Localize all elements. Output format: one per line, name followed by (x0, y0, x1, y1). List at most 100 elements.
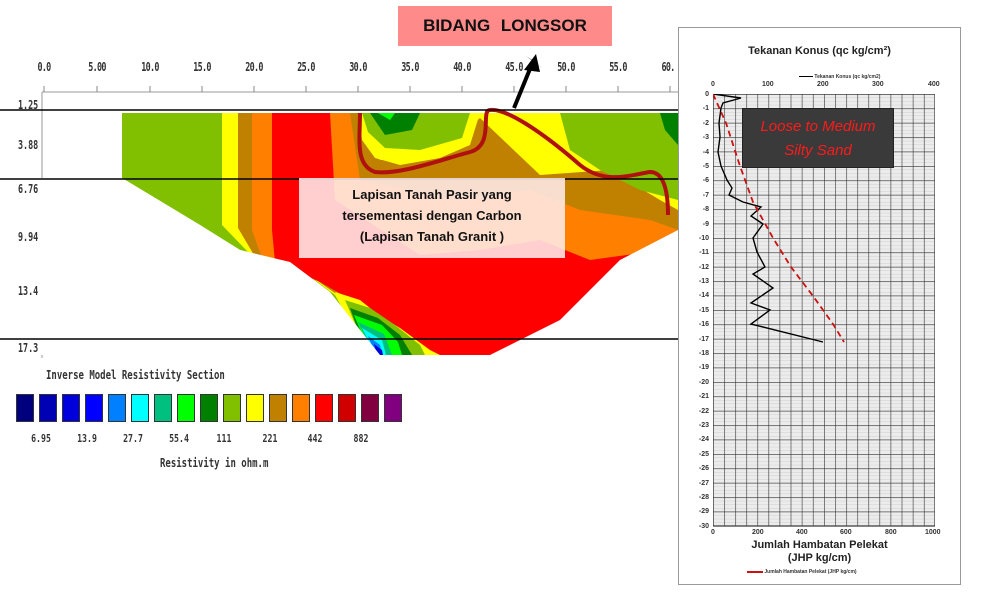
color-swatch (177, 394, 195, 422)
y-tick: 17.3 (18, 341, 39, 355)
depth-tick: -23 (698, 421, 709, 429)
granite-layer-note: Lapisan Tanah Pasir yang tersementasi de… (299, 178, 565, 258)
x-tick: 10.0 (141, 60, 159, 74)
depth-tick: -12 (698, 263, 709, 271)
color-swatch (62, 394, 80, 422)
cpt-title: Tekanan Konus (qc kg/cm²) (748, 45, 891, 57)
legend-swatches (16, 394, 402, 422)
jhp-axis-tick: 1000 (925, 529, 941, 536)
qc-legend-label: Tekanan Konus (qc kg/cm2) (814, 74, 881, 80)
x-tick: 35.0 (401, 60, 419, 74)
color-swatch (292, 394, 310, 422)
color-swatch (269, 394, 287, 422)
color-swatch (246, 394, 264, 422)
depth-tick: -9 (702, 220, 709, 228)
depth-tick: 0 (705, 91, 709, 98)
depth-tick: -28 (698, 493, 709, 501)
qc-curve (713, 94, 824, 343)
depth-tick: -6 (702, 177, 709, 185)
depth-tick: -21 (698, 393, 709, 401)
color-swatch (338, 394, 356, 422)
qc-axis-tick: 300 (872, 81, 884, 88)
depth-tick: -3 (702, 134, 709, 142)
jhp-legend: Jumlah Hambatan Pelekat (JHP kg/cm) (747, 569, 857, 575)
depth-tick: -16 (698, 321, 709, 329)
qc-axis-tick: 100 (762, 81, 774, 88)
note-line: Lapisan Tanah Pasir yang (352, 187, 512, 202)
legend-unit: Resistivity in ohm.m (160, 456, 269, 470)
depth-tick: -7 (702, 191, 709, 199)
legend-label: 55.4 (169, 432, 189, 445)
jhp-axis-label: Jumlah Hambatan Pelekat (751, 539, 888, 551)
depth-tick: -10 (698, 234, 709, 242)
x-tick: 45.0 (505, 60, 523, 74)
depth-tick: -5 (702, 162, 709, 170)
x-tick: 60. (661, 60, 675, 74)
x-tick: 20.0 (245, 60, 263, 74)
depth-tick: -22 (698, 407, 709, 415)
x-tick: 40.0 (453, 60, 471, 74)
legend-label: 221 (262, 432, 278, 445)
x-tick: 50.0 (557, 60, 575, 74)
jhp-legend-line-icon (747, 570, 763, 573)
x-tick: 5.00 (88, 60, 106, 74)
depth-tick: -1 (702, 105, 709, 113)
jhp-legend-label: Jumlah Hambatan Pelekat (JHP kg/cm) (764, 569, 857, 575)
depth-tick: -13 (698, 278, 709, 286)
depth-tick: -20 (698, 378, 709, 386)
qc-axis-tick: 200 (817, 81, 829, 88)
legend-label: 882 (353, 432, 369, 445)
qc-legend: Tekanan Konus (qc kg/cm2) (799, 74, 880, 80)
legend-label: 6.95 (31, 432, 51, 445)
depth-tick: -4 (702, 148, 709, 156)
jhp-axis-tick: 200 (752, 529, 764, 536)
y-tick: 3.88 (18, 138, 39, 152)
jhp-axis-tick: 800 (885, 529, 897, 536)
legend-label: 13.9 (77, 432, 97, 445)
y-tick: 13.4 (18, 284, 39, 298)
color-swatch (108, 394, 126, 422)
note-line: Silty Sand (784, 142, 852, 159)
legend-label: 111 (216, 432, 232, 445)
qc-axis-tick: 0 (711, 81, 715, 88)
depth-tick: -27 (698, 479, 709, 487)
qc-axis-tick: 400 (928, 81, 940, 88)
color-swatch (131, 394, 149, 422)
depth-tick: -24 (698, 436, 709, 444)
depth-tick: -2 (702, 119, 709, 127)
y-tick: 9.94 (18, 230, 39, 244)
jhp-axis-tick: 0 (711, 529, 715, 536)
color-swatch (315, 394, 333, 422)
color-swatch (223, 394, 241, 422)
jhp-axis-tick: 600 (840, 529, 852, 536)
depth-tick: -17 (698, 335, 709, 343)
note-line: Loose to Medium (760, 118, 876, 135)
depth-tick: -18 (698, 350, 709, 358)
legend-label: 442 (307, 432, 323, 445)
note-line: (Lapisan Tanah Granit ) (359, 229, 505, 244)
y-tick: 6.76 (18, 182, 39, 196)
x-tick: 0.0 (37, 60, 51, 74)
soil-type-note: Loose to Medium Silty Sand (742, 108, 894, 168)
x-tick: 15.0 (193, 60, 211, 74)
x-tick: 25.0 (297, 60, 315, 74)
depth-tick: -11 (699, 249, 709, 257)
depth-tick: -29 (698, 508, 709, 516)
depth-tick: -14 (698, 292, 709, 300)
depth-axis: 0 -1 -2 -3 -4 -5 -6 -7 -8 -9 -10 -11 -12… (685, 91, 709, 537)
color-swatch (85, 394, 103, 422)
depth-tick: -25 (698, 450, 709, 458)
depth-tick: -8 (702, 206, 709, 214)
depth-tick: -26 (698, 465, 709, 473)
depth-tick: -30 (698, 522, 709, 530)
legend-title: Inverse Model Resistivity Section (46, 368, 225, 382)
jhp-axis-tick: 400 (796, 529, 808, 536)
landslide-plane-label: BIDANG LONGSOR (398, 6, 612, 46)
color-swatch (154, 394, 172, 422)
color-swatch (384, 394, 402, 422)
color-swatch (16, 394, 34, 422)
depth-tick: -19 (698, 364, 709, 372)
qc-legend-line-icon (799, 76, 813, 78)
x-tick: 55.0 (609, 60, 627, 74)
note-line: tersementasi dengan Carbon (342, 208, 522, 223)
